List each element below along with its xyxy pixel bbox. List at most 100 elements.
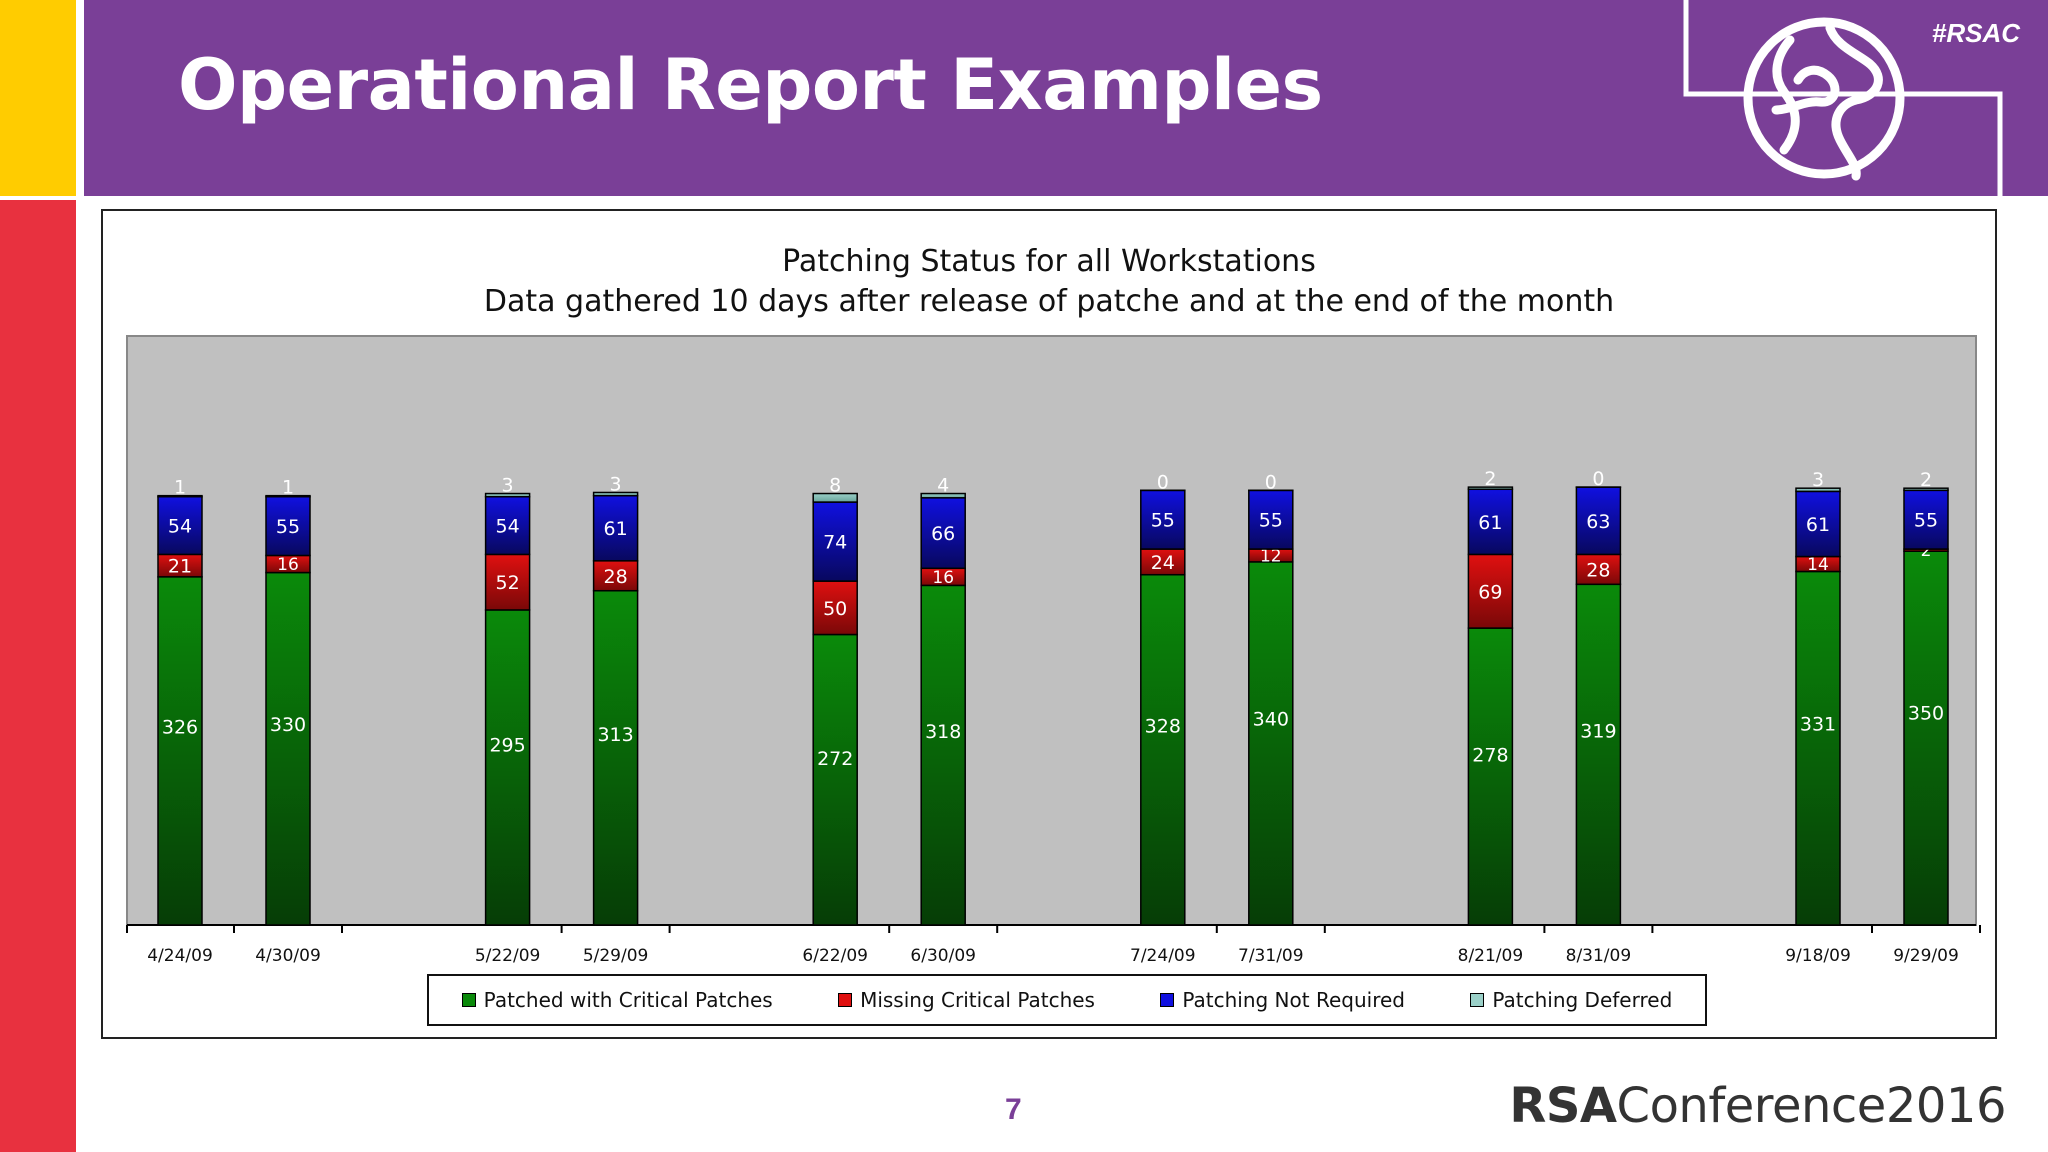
legend-item-patched: Patched with Critical Patches: [461, 988, 773, 1012]
slide-title: Operational Report Examples: [178, 44, 1323, 126]
x-tick-label: 8/31/09: [1566, 946, 1632, 966]
bar-segment: [592, 589, 639, 926]
data-label: 28: [604, 566, 628, 588]
data-label: 61: [1806, 514, 1830, 536]
data-label: 61: [604, 518, 628, 540]
bar-segment: [812, 633, 858, 926]
legend-swatch-not-required: [1160, 993, 1175, 1007]
bar-segment: [592, 494, 639, 562]
data-label: 74: [823, 532, 847, 554]
bar-segment: [1903, 489, 1949, 550]
data-label: 4: [937, 475, 949, 497]
bar-segment: [1575, 486, 1622, 556]
legend-label-patched: Patched with Critical Patches: [483, 988, 773, 1012]
x-tick-label: 6/30/09: [910, 946, 976, 966]
data-label: 1: [282, 477, 294, 499]
bar-segment: [592, 491, 639, 497]
data-label: 272: [817, 748, 853, 770]
bar-segment: [1467, 486, 1514, 491]
bar-segment: [1903, 550, 1949, 926]
x-tick-label: 9/18/09: [1785, 946, 1851, 966]
data-label: 61: [1478, 512, 1502, 534]
bar-segment: [592, 560, 639, 592]
bar-segment: [484, 609, 531, 926]
chart-subtitle: Data gathered 10 days after release of p…: [483, 284, 1615, 319]
data-label: 2: [1921, 541, 1932, 561]
bar-segment: [812, 492, 858, 503]
data-label: 55: [1151, 510, 1175, 532]
bar-segment: [812, 501, 858, 582]
x-tick-label: 5/22/09: [475, 946, 541, 966]
bar-segment: [1140, 573, 1186, 926]
x-tick-label: 8/21/09: [1458, 946, 1524, 966]
rsac-hashtag: #RSAC: [1931, 18, 2020, 48]
data-label: 2: [1484, 468, 1496, 490]
bar-segment: [157, 494, 203, 498]
legend-swatch-deferred: [1470, 993, 1485, 1007]
chart-title: Patching Status for all Workstations: [782, 244, 1316, 279]
data-label: 14: [1807, 555, 1829, 575]
legend-swatch-patched: [461, 993, 476, 1007]
bar-segment: [1140, 548, 1186, 576]
legend-item-missing: Missing Critical Patches: [838, 988, 1095, 1012]
legend-item-not-required: Patching Not Required: [1160, 988, 1405, 1012]
data-label: 350: [1908, 702, 1944, 724]
data-label: 16: [277, 555, 299, 575]
data-label: 3: [610, 473, 622, 495]
legend-label-deferred: Patching Deferred: [1492, 988, 1673, 1012]
legend-item-deferred: Patching Deferred: [1470, 988, 1672, 1012]
bar-segment: [265, 571, 311, 926]
bar-segment: [484, 492, 531, 498]
chart-title-block: Patching Status for all Workstations Dat…: [101, 242, 1997, 322]
data-label: 326: [162, 717, 198, 739]
data-label: 0: [1592, 468, 1604, 490]
bar-segment: [812, 580, 858, 636]
bar-segment: [920, 492, 966, 499]
x-tick-label: 4/24/09: [147, 946, 213, 966]
data-label: 340: [1253, 708, 1289, 730]
brand-rest: Conference2016: [1616, 1078, 2007, 1134]
left-accent-red: [0, 200, 76, 1152]
chart-legend: Patched with Critical Patches Missing Cr…: [427, 974, 1707, 1026]
bar-segment: [157, 576, 203, 926]
rsac-globe-logo: [1680, 0, 2048, 196]
data-label: 66: [931, 523, 955, 545]
bar-segment: [1467, 553, 1514, 629]
data-label: 69: [1478, 581, 1502, 603]
data-label: 55: [276, 516, 300, 538]
legend-swatch-missing: [838, 993, 853, 1007]
bar-segment: [1467, 627, 1514, 926]
data-label: 24: [1151, 552, 1175, 574]
slide-header: [84, 0, 2048, 196]
x-tick-label: 7/31/09: [1238, 946, 1304, 966]
data-label: 55: [1259, 510, 1283, 532]
data-label: 21: [168, 556, 192, 578]
data-label: 318: [925, 721, 961, 743]
bar-segment: [1903, 487, 1949, 492]
brand-bold: RSA: [1509, 1078, 1617, 1134]
data-label: 8: [829, 475, 841, 497]
bar-segment: [1575, 583, 1622, 926]
data-label: 12: [1260, 546, 1282, 566]
x-tick-label: 9/29/09: [1893, 946, 1959, 966]
bar-segment: [157, 495, 203, 556]
data-label: 54: [496, 516, 520, 538]
data-label: 0: [1157, 471, 1169, 493]
bar-segment: [1248, 561, 1294, 926]
data-label: 3: [1812, 469, 1824, 491]
bar-segment: [265, 495, 311, 557]
data-label: 331: [1800, 714, 1836, 736]
rsa-conference-logo: RSAConference2016: [1509, 1078, 2006, 1134]
data-label: 1: [174, 477, 186, 499]
legend-label-missing: Missing Critical Patches: [860, 988, 1095, 1012]
data-label: 63: [1586, 511, 1610, 533]
data-label: 313: [597, 724, 633, 746]
page-number: 7: [1005, 1093, 1022, 1126]
bar-segment: [1795, 490, 1841, 558]
data-label: 328: [1145, 715, 1181, 737]
x-tick-label: 4/30/09: [255, 946, 321, 966]
legend-label-not-required: Patching Not Required: [1182, 988, 1405, 1012]
data-label: 3: [502, 475, 514, 497]
data-label: 50: [823, 598, 847, 620]
